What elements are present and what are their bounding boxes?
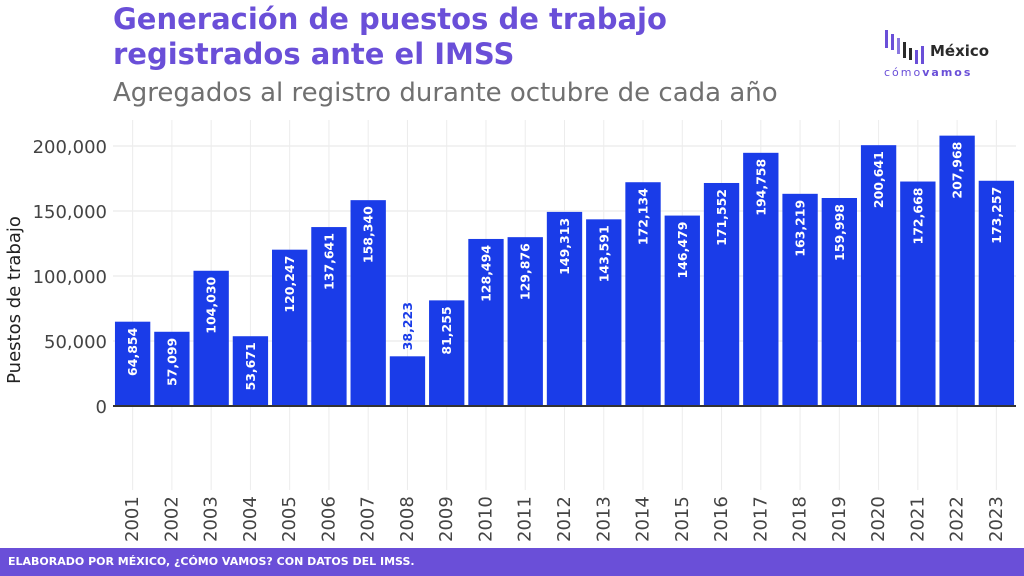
x-tick-label: 2006 [318,496,339,542]
bar-2006 [311,227,347,406]
x-tick-label: 2007 [358,496,379,542]
x-tick-label: 2003 [201,496,222,542]
bar-2022 [939,135,975,406]
x-tick-label: 2011 [515,496,536,542]
data-label: 163,219 [793,200,808,257]
x-tick-label: 2018 [790,496,811,542]
x-tick-label: 2001 [122,496,143,542]
data-label: 38,223 [400,302,415,350]
bar-2021 [900,181,936,406]
data-label: 194,758 [753,159,768,216]
data-label: 57,099 [164,338,179,386]
bar-2016 [703,182,740,406]
data-label: 120,247 [282,256,297,313]
data-label: 64,854 [125,327,140,376]
data-label: 128,494 [478,245,493,302]
data-label: 149,313 [557,218,572,275]
x-tick-label: 2021 [907,496,928,542]
x-tick-label: 2012 [554,496,575,542]
x-tick-label: 2004 [240,496,261,542]
mexico-como-vamos-logo: México cómovamos [884,26,1008,88]
chart-title: Generación de puestos de trabajo registr… [113,2,667,71]
bar-2012 [546,211,583,406]
data-label: 172,668 [910,188,925,245]
x-tick-label: 2017 [750,496,771,542]
data-label: 146,479 [675,222,690,279]
y-tick-label: 50,000 [44,332,107,353]
x-tick-label: 2013 [593,496,614,542]
bar-chart: 0 50,000 100,000 150,000 200,000 64,854 57,09… [4,120,1016,542]
y-tick-label: 100,000 [33,267,107,288]
x-tick-label: 2019 [829,496,850,542]
data-label: 207,968 [950,142,965,199]
bar-2013 [586,219,622,406]
logo-text-como-vamos: cómovamos [884,66,972,80]
x-tick-label: 2022 [947,496,968,542]
footer-credit: ELABORADO POR MÉXICO, ¿CÓMO VAMOS? CON D… [8,555,415,568]
footer-bar: ELABORADO POR MÉXICO, ¿CÓMO VAMOS? CON D… [0,548,1024,576]
data-label: 159,998 [832,204,847,261]
y-tick-label: 200,000 [33,137,107,158]
bar-2020 [860,145,897,407]
bar-2002 [154,331,190,406]
data-label: 158,340 [361,206,376,263]
chart-subtitle: Agregados al registro durante octubre de… [113,78,778,108]
data-label: 173,257 [989,187,1004,244]
x-tick-label: 2009 [436,496,457,542]
data-label: 104,030 [204,276,219,333]
x-tick-label: 2005 [279,496,300,542]
x-tick-label: 2014 [633,496,654,542]
bar-2015 [664,215,700,406]
y-axis-label: Puestos de trabajo [4,216,25,384]
bar-2014 [625,182,661,406]
x-tick-label: 2002 [161,496,182,542]
logo-text-mexico: México [930,42,990,60]
bar-2023 [978,180,1015,406]
bar-2007 [350,200,386,406]
logo-text-como: cómo [884,66,923,79]
x-axis-ticks: 2001 2002 2003 2004 2005 2006 2007 2008 2009 2010… [122,496,1007,542]
bar-2008 [389,356,426,406]
logo-bars-icon [885,30,924,64]
bar-2010 [468,238,504,406]
bar-2004 [232,336,269,406]
bar-2019 [821,198,857,406]
data-label: 143,591 [596,225,611,282]
data-label: 53,671 [243,342,258,390]
y-tick-label: 0 [96,397,107,418]
x-tick-label: 2010 [475,496,496,542]
x-tick-label: 2023 [986,496,1007,542]
x-tick-label: 2015 [672,496,693,542]
data-label: 172,134 [636,188,651,245]
bar-2018 [782,193,818,406]
bar-2009 [429,300,465,406]
x-tick-label: 2020 [868,496,889,542]
bar-2011 [507,237,543,406]
data-label: 171,552 [714,189,729,246]
bar-2003 [193,270,229,406]
y-tick-label: 150,000 [33,202,107,223]
bar-2001 [114,321,151,406]
bars: 64,854 57,099 104,030 53,671 120,247 137,641 1… [114,135,1015,407]
bar-2005 [272,249,308,406]
y-axis-ticks: 0 50,000 100,000 150,000 200,000 [33,137,107,418]
bar-2017 [743,152,779,406]
x-tick-label: 2008 [397,496,418,542]
x-tick-label: 2016 [711,496,732,542]
data-label: 200,641 [871,151,886,208]
data-label: 81,255 [439,306,454,354]
data-label: 129,876 [518,243,533,300]
logo-text-vamos: vamos [922,66,973,79]
data-label: 137,641 [321,233,336,290]
